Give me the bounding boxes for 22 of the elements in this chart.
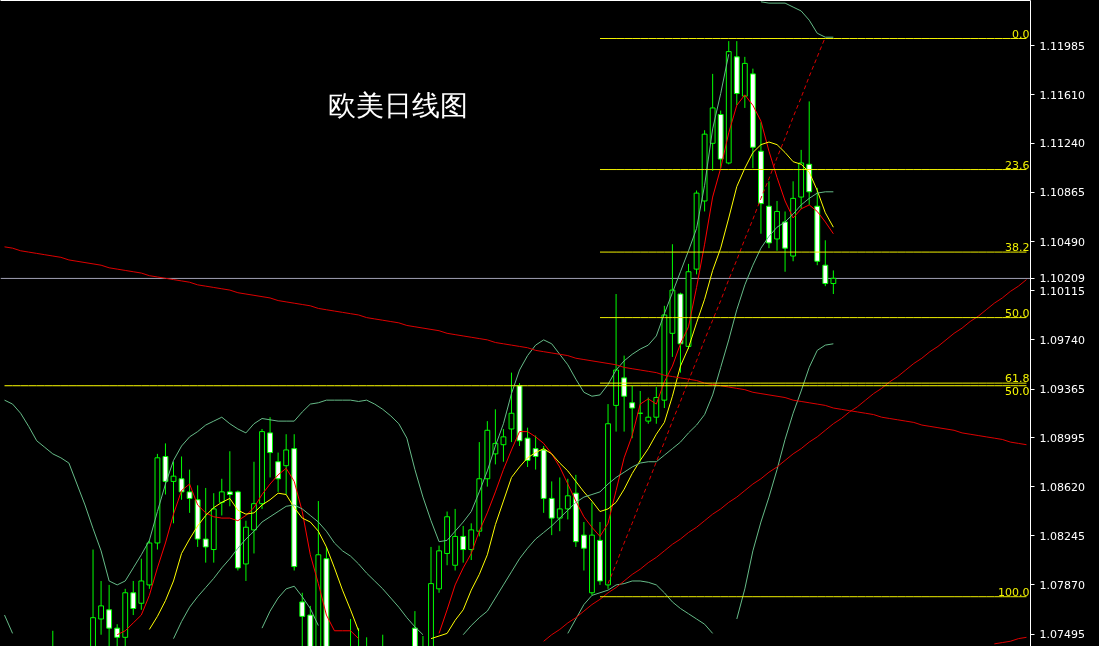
y-tick-label: 1.08620 [1039,480,1085,494]
y-tick-label: 1.11240 [1039,137,1085,151]
y-tick-label: 1.11985 [1039,39,1085,53]
series-label: 61.8 [1005,372,1030,386]
series-label: 38.2 [1005,241,1030,255]
series-label: 50.0 [1005,306,1030,320]
y-tick-label: 1.07495 [1039,628,1085,642]
series-label: 100.0 [998,585,1030,599]
series-label: 50.0 [1005,384,1030,398]
y-tick-label: 1.08245 [1039,529,1085,543]
y-tick-label: 1.11610 [1039,88,1085,102]
y-tick-label: 1.10865 [1039,186,1085,200]
y-tick-label: 1.09740 [1039,333,1085,347]
y-tick-label: 1.07870 [1039,578,1085,592]
y-tick-label: 1.10209 [1039,272,1085,286]
y-tick-label: 1.08995 [1039,431,1085,445]
y-tick-label: 1.10490 [1039,235,1085,249]
text: 欧美日线图 [327,90,468,122]
y-tick-label: 1.10115 [1039,284,1085,298]
series-label: 23.6 [1005,158,1030,172]
y-tick-label: 1.09365 [1039,383,1085,397]
series-label: 0.0 [1012,27,1030,41]
